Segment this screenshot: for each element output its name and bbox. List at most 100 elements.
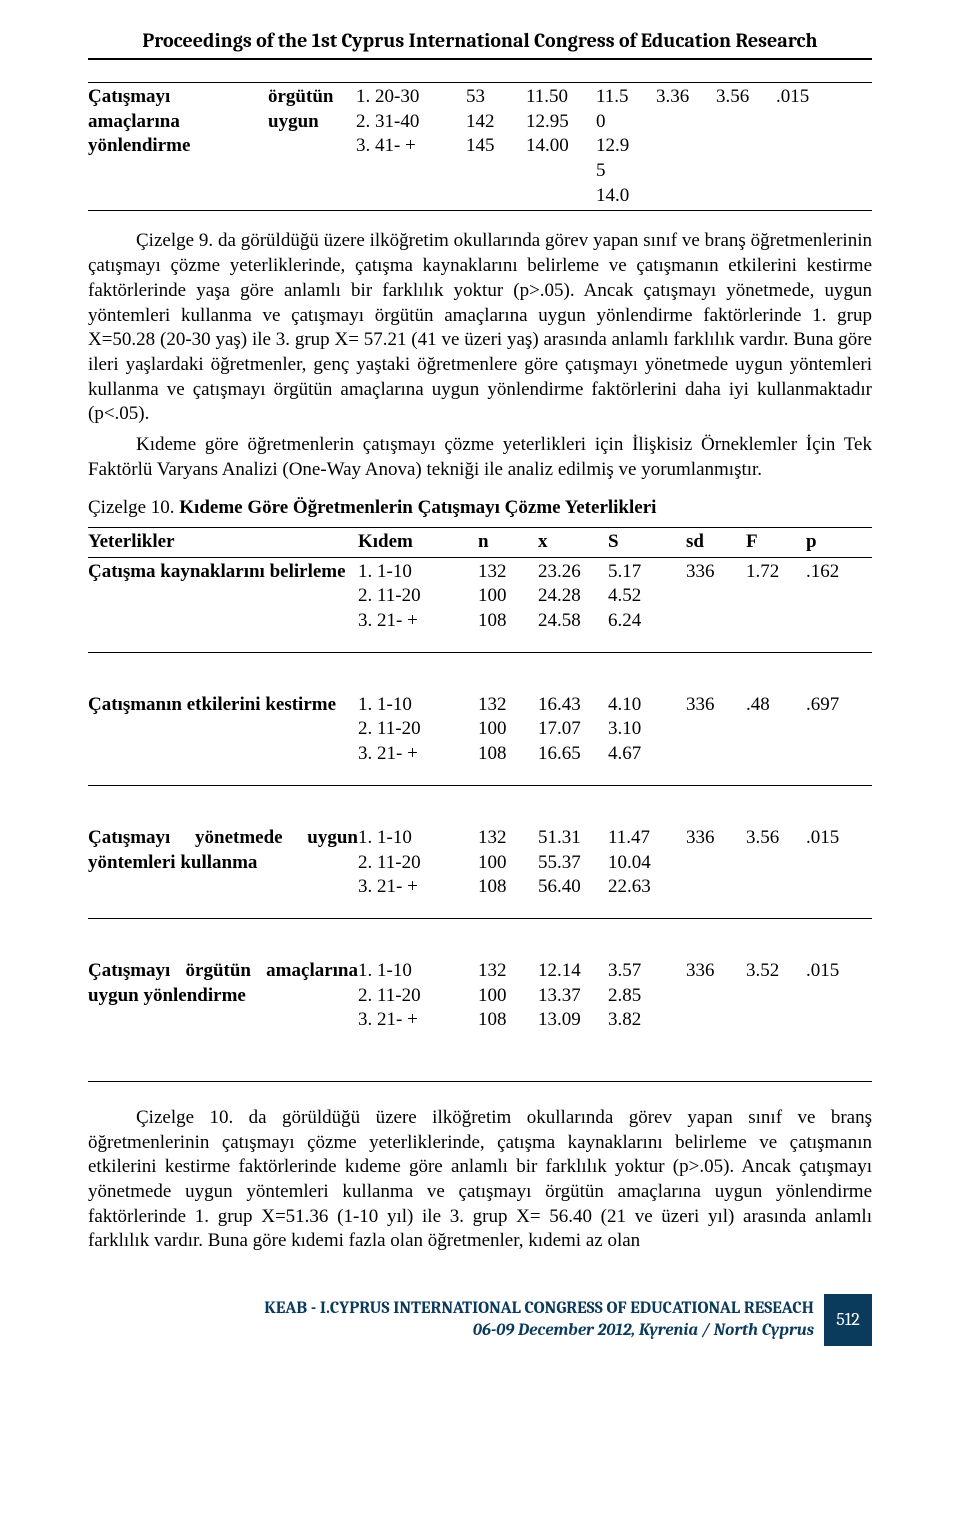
t10-r1-x1: 23.26 xyxy=(538,560,608,585)
t10-r1-p: .162 xyxy=(806,560,866,634)
t10-r4-n3: 108 xyxy=(478,1008,538,1033)
t10-r4-x1: 12.14 xyxy=(538,959,608,984)
t10-r4-f: 3.52 xyxy=(746,959,806,1033)
t9-g3: 3. 41- + xyxy=(356,134,466,159)
t10-r4-g2: 2. 11-20 xyxy=(358,984,478,1009)
t10-r3-x2: 55.37 xyxy=(538,851,608,876)
footer-text: KEAB - I.CYPRUS INTERNATIONAL CONGRESS O… xyxy=(264,1294,824,1346)
t9-label-l1: Çatışmayı xyxy=(88,85,268,110)
t10-r1-s1: 5.17 xyxy=(608,560,686,585)
t10-h-f: F xyxy=(746,530,806,555)
t10-title-lead: Çizelge 10. xyxy=(88,497,175,518)
t10-r2-x1: 16.43 xyxy=(538,693,608,718)
t10-r1-s3: 6.24 xyxy=(608,609,686,634)
t10-r1-n3: 108 xyxy=(478,609,538,634)
t10-r1-x: 23.26 24.28 24.58 xyxy=(538,560,608,634)
t10-r4-x: 12.14 13.37 13.09 xyxy=(538,959,608,1033)
t10-r4-g3: 3. 21- + xyxy=(358,1008,478,1033)
t10-r2-n: 132 100 108 xyxy=(478,693,538,767)
t10-r2-x: 16.43 17.07 16.65 xyxy=(538,693,608,767)
t10-r4-x3: 13.09 xyxy=(538,1008,608,1033)
t9-n2: 142 xyxy=(466,110,526,135)
t9-s2: 0 xyxy=(596,110,656,135)
t10-r3-n2: 100 xyxy=(478,851,538,876)
t10-r3-sd: 336 xyxy=(686,826,746,900)
t9-x1: 11.50 xyxy=(526,85,596,110)
t10-r1-x3: 24.58 xyxy=(538,609,608,634)
t10-r3-g1: 1. 1-10 xyxy=(358,826,478,851)
t9-s: 11.5 0 12.9 5 14.0 xyxy=(596,85,656,208)
t10-row-4: Çatışmayı örgütün amaçlarına uygun yönle… xyxy=(88,919,872,1082)
t10-r2-sd: 336 xyxy=(686,693,746,767)
t10-r2-x2: 17.07 xyxy=(538,717,608,742)
t10-r4-p: .015 xyxy=(806,959,866,1033)
t9-p: .015 xyxy=(776,85,836,208)
t10-r4-s1: 3.57 xyxy=(608,959,686,984)
t10-r2-s2: 3.10 xyxy=(608,717,686,742)
paragraph-1: Çizelge 9. da görüldüğü üzere ilköğretim… xyxy=(88,229,872,427)
t9-x: 11.50 12.95 14.00 xyxy=(526,85,596,208)
t10-r3-label: Çatışmayı yönetmede uygun yöntemleri kul… xyxy=(88,826,358,900)
t10-r3-s3: 22.63 xyxy=(608,875,686,900)
t9-f: 3.56 xyxy=(716,85,776,208)
t10-r4-g1: 1. 1-10 xyxy=(358,959,478,984)
t10-h-yeterlikler: Yeterlikler xyxy=(88,530,358,555)
t10-r4-label: Çatışmayı örgütün amaçlarına uygun yönle… xyxy=(88,959,358,1033)
t9-s5: 14.0 xyxy=(596,184,656,209)
t10-r1-sd: 336 xyxy=(686,560,746,634)
t10-r2-f: .48 xyxy=(746,693,806,767)
t9-label: Çatışmayı amaçlarına yönlendirme xyxy=(88,85,268,208)
t10-r3-s2: 10.04 xyxy=(608,851,686,876)
t10-r3-n3: 108 xyxy=(478,875,538,900)
t9-label-l3: yönlendirme xyxy=(88,134,268,159)
t10-r1-s: 5.17 4.52 6.24 xyxy=(608,560,686,634)
t10-r1-groups: 1. 1-10 2. 11-20 3. 21- + xyxy=(358,560,478,634)
t10-r1-n1: 132 xyxy=(478,560,538,585)
t10-r1-g2: 2. 11-20 xyxy=(358,584,478,609)
t10-r1-n: 132 100 108 xyxy=(478,560,538,634)
t9-x2: 12.95 xyxy=(526,110,596,135)
t9-g1: 1. 20-30 xyxy=(356,85,466,110)
t10-r3-x3: 56.40 xyxy=(538,875,608,900)
t10-r2-g3: 3. 21- + xyxy=(358,742,478,767)
t9-n3: 145 xyxy=(466,134,526,159)
t10-r3-s: 11.47 10.04 22.63 xyxy=(608,826,686,900)
t10-r2-g1: 1. 1-10 xyxy=(358,693,478,718)
t10-r1-label: Çatışma kaynaklarını belirleme xyxy=(88,560,358,634)
t10-r2-x3: 16.65 xyxy=(538,742,608,767)
t10-r3-groups: 1. 1-10 2. 11-20 3. 21- + xyxy=(358,826,478,900)
t9-groups: 1. 20-30 2. 31-40 3. 41- + xyxy=(356,85,466,208)
t10-r2-groups: 1. 1-10 2. 11-20 3. 21- + xyxy=(358,693,478,767)
t10-r4-x2: 13.37 xyxy=(538,984,608,1009)
t10-r4-n2: 100 xyxy=(478,984,538,1009)
t9-s3: 12.9 xyxy=(596,134,656,159)
paragraph-2: Kıdeme göre öğretmenlerin çatışmayı çözm… xyxy=(88,433,872,482)
footer-line1: KEAB - I.CYPRUS INTERNATIONAL CONGRESS O… xyxy=(264,1298,814,1320)
t10-r4-sd: 336 xyxy=(686,959,746,1033)
t10-r1-g1: 1. 1-10 xyxy=(358,560,478,585)
t10-r4-n1: 132 xyxy=(478,959,538,984)
t10-r3-x: 51.31 55.37 56.40 xyxy=(538,826,608,900)
t10-header-row: Yeterlikler Kıdem n x S sd F p xyxy=(88,527,872,558)
t10-r1-x2: 24.28 xyxy=(538,584,608,609)
t10-h-p: p xyxy=(806,530,866,555)
t10-r3-g2: 2. 11-20 xyxy=(358,851,478,876)
t9-s4: 5 xyxy=(596,159,656,184)
t10-row-1: Çatışma kaynaklarını belirleme 1. 1-10 2… xyxy=(88,558,872,653)
t10-h-s: S xyxy=(608,530,686,555)
t10-r4-s3: 3.82 xyxy=(608,1008,686,1033)
t10-r3-g3: 3. 21- + xyxy=(358,875,478,900)
t10-title-bold: Kıdeme Göre Öğretmenlerin Çatışmayı Çözm… xyxy=(175,497,657,518)
t10-r3-s1: 11.47 xyxy=(608,826,686,851)
t9-n1: 53 xyxy=(466,85,526,110)
t10-r1-f: 1.72 xyxy=(746,560,806,634)
table9-fragment: Çatışmayı amaçlarına yönlendirme örgütün… xyxy=(88,82,872,211)
t9-sub-l1: örgütün xyxy=(268,85,356,110)
t10-r4-s2: 2.85 xyxy=(608,984,686,1009)
t10-r2-s1: 4.10 xyxy=(608,693,686,718)
t10-r4-s: 3.57 2.85 3.82 xyxy=(608,959,686,1033)
t9-label-l2: amaçlarına xyxy=(88,110,268,135)
t10-r2-p: .697 xyxy=(806,693,866,767)
t9-n: 53 142 145 xyxy=(466,85,526,208)
t9-sub-l2: uygun xyxy=(268,110,356,135)
